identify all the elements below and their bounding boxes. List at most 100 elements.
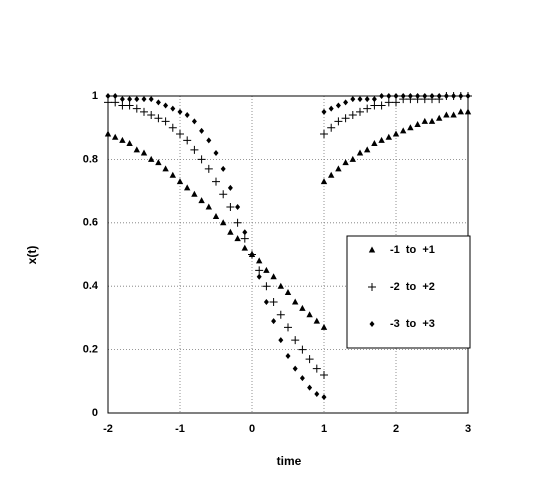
diamond-marker xyxy=(415,93,421,99)
x-tick-label: -1 xyxy=(175,423,185,435)
y-tick-label: 0.4 xyxy=(83,280,99,292)
triangle-marker xyxy=(306,311,313,318)
plus-marker xyxy=(291,336,300,345)
plus-marker xyxy=(132,104,141,113)
y-tick-label: 0.6 xyxy=(83,217,98,229)
triangle-marker xyxy=(104,130,112,137)
triangle-marker xyxy=(349,155,356,162)
plus-marker xyxy=(298,345,307,354)
plus-marker xyxy=(190,145,199,154)
triangle-marker xyxy=(299,304,306,311)
triangle-marker xyxy=(328,171,335,178)
plus-marker xyxy=(368,283,376,291)
diamond-marker xyxy=(429,93,435,99)
triangle-marker xyxy=(421,117,428,124)
plus-marker xyxy=(212,177,220,186)
triangle-marker xyxy=(371,140,378,147)
triangle-marker xyxy=(176,178,184,185)
triangle-marker xyxy=(133,146,140,153)
triangle-marker xyxy=(292,298,299,305)
triangle-marker xyxy=(227,228,234,235)
diamond-marker xyxy=(335,102,341,109)
diamond-marker xyxy=(105,93,111,99)
triangle-marker xyxy=(284,289,292,296)
y-tick-label: 0.8 xyxy=(83,153,98,165)
plus-marker xyxy=(204,164,213,173)
triangle-marker xyxy=(263,266,270,273)
diamond-marker xyxy=(256,273,262,280)
plus-marker xyxy=(147,111,156,120)
plus-marker xyxy=(226,202,235,211)
triangle-marker xyxy=(198,197,205,204)
diamond-marker xyxy=(242,229,248,236)
diamond-marker xyxy=(314,390,320,397)
triangle-marker xyxy=(335,165,342,172)
x-tick-label: 1 xyxy=(321,423,327,435)
series xyxy=(105,93,471,401)
triangle-marker xyxy=(464,108,472,115)
diamond-marker xyxy=(177,108,183,115)
triangle-marker xyxy=(407,124,414,131)
triangle-marker xyxy=(320,323,328,330)
diamond-marker xyxy=(458,93,464,99)
triangle-marker xyxy=(184,184,191,191)
plus-marker xyxy=(161,117,170,126)
diamond-marker xyxy=(263,299,269,306)
triangle-marker xyxy=(378,136,385,143)
diamond-marker xyxy=(227,184,233,191)
diamond-marker xyxy=(436,93,442,99)
x-tick-label: 2 xyxy=(393,423,399,435)
diamond-marker xyxy=(127,96,133,103)
plus-marker xyxy=(276,310,285,319)
diamond-marker xyxy=(141,96,147,103)
diamond-marker xyxy=(371,96,377,103)
diamond-marker xyxy=(328,105,334,112)
triangle-marker xyxy=(368,246,376,253)
diamond-marker xyxy=(271,318,277,325)
plus-marker xyxy=(312,364,321,373)
triangle-marker xyxy=(400,127,407,134)
plus-marker xyxy=(168,123,177,132)
diamond-marker xyxy=(119,96,125,103)
triangle-marker xyxy=(112,133,119,140)
diamond-marker xyxy=(163,102,169,109)
diamond-marker xyxy=(321,108,327,115)
triangle-marker xyxy=(256,257,263,264)
triangle-marker xyxy=(241,244,248,251)
diamond-marker xyxy=(443,93,449,99)
diamond-marker xyxy=(213,150,219,157)
triangle-marker xyxy=(428,117,436,124)
diamond-marker xyxy=(422,93,428,99)
diamond-marker xyxy=(170,105,176,112)
plus-marker xyxy=(334,117,343,126)
triangle-marker xyxy=(205,203,212,210)
diamond-marker xyxy=(299,375,305,382)
plus-marker xyxy=(392,98,400,107)
legend-box xyxy=(346,235,471,349)
diamond-marker xyxy=(112,93,118,99)
plus-marker xyxy=(104,98,112,107)
triangle-marker xyxy=(270,273,277,280)
plus-marker xyxy=(140,107,148,116)
diamond-marker xyxy=(407,93,413,99)
x-tick-label: 3 xyxy=(465,423,471,435)
plus-marker xyxy=(341,114,350,123)
triangle-marker xyxy=(436,114,443,121)
x-tick-label: 0 xyxy=(249,423,255,435)
triangle-marker xyxy=(443,111,450,118)
triangle-marker xyxy=(191,190,198,197)
diamond-marker xyxy=(292,365,298,372)
plus-marker xyxy=(125,101,134,110)
legend-label: -2 to +2 xyxy=(390,281,435,293)
plus-marker xyxy=(219,190,228,199)
triangle-marker xyxy=(414,121,421,128)
series xyxy=(104,108,472,330)
triangle-marker xyxy=(119,136,126,143)
plus-marker xyxy=(233,218,242,227)
plus-marker xyxy=(370,101,379,110)
diamond-marker xyxy=(307,384,313,391)
diamond-marker xyxy=(393,93,399,99)
plus-marker xyxy=(320,130,328,139)
diamond-marker xyxy=(148,96,154,103)
triangle-marker xyxy=(385,133,392,140)
